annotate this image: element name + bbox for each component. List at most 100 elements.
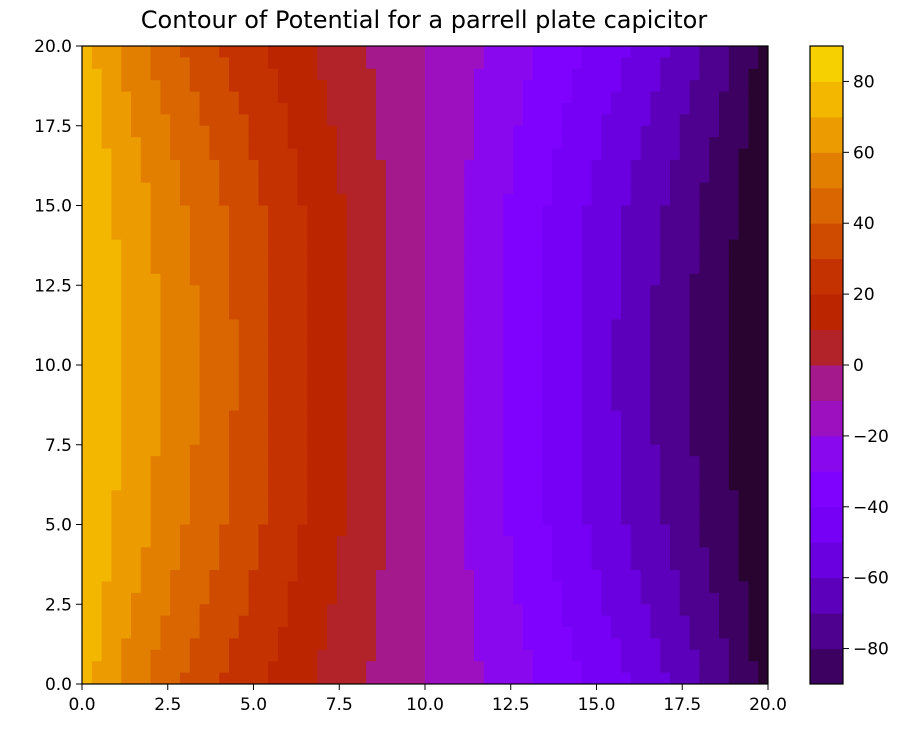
contour-cell	[660, 501, 700, 514]
contour-cell	[160, 399, 201, 412]
contour-cell	[748, 102, 768, 115]
contour-cell	[728, 661, 759, 674]
contour-cell	[483, 672, 534, 684]
contour-cell	[660, 649, 700, 662]
contour-cell	[621, 501, 661, 514]
contour-cell	[738, 194, 768, 207]
contour-cell	[346, 387, 387, 400]
contour-cell	[376, 604, 426, 617]
contour-cell	[464, 490, 504, 503]
contour-cell	[728, 421, 768, 434]
contour-cell	[709, 171, 740, 184]
contour-cell	[689, 330, 730, 343]
contour-cell	[650, 604, 681, 617]
contour-cell	[199, 296, 230, 309]
contour-cell	[425, 308, 465, 321]
contour-cell	[160, 285, 201, 298]
contour-cell	[738, 148, 768, 161]
contour-cell	[572, 649, 622, 662]
contour-cell	[689, 365, 730, 377]
contour-cell	[660, 228, 700, 241]
contour-cell	[464, 205, 504, 218]
contour-cell	[738, 159, 768, 172]
contour-cell	[121, 273, 161, 286]
contour-cell	[699, 456, 730, 469]
contour-cell	[101, 627, 132, 640]
contour-cell	[307, 319, 348, 332]
contour-cell	[738, 535, 768, 548]
contour-cell	[248, 570, 299, 583]
contour-cell	[346, 365, 387, 377]
contour-cell	[268, 239, 308, 252]
contour-cell	[101, 125, 132, 138]
contour-cell	[268, 319, 308, 332]
contour-cell	[385, 319, 426, 332]
x-tick-label: 7.5	[326, 695, 353, 715]
contour-cell	[611, 353, 651, 366]
contour-cell	[346, 399, 387, 412]
contour-cell	[523, 615, 563, 628]
contour-cell	[82, 342, 122, 355]
contour-cell	[82, 399, 122, 412]
contour-cell	[728, 80, 749, 93]
contour-cell	[464, 456, 504, 469]
contour-cell	[238, 365, 269, 377]
contour-cell	[679, 570, 710, 583]
contour-cell	[229, 421, 269, 434]
contour-cell	[474, 80, 524, 93]
contour-cell	[513, 171, 553, 184]
contour-cell	[748, 615, 768, 628]
contour-cell	[268, 467, 308, 480]
contour-cell	[180, 171, 220, 184]
contour-cell	[229, 410, 269, 423]
contour-cell	[170, 592, 210, 605]
contour-cell	[307, 285, 348, 298]
colorbar-swatch	[810, 542, 843, 579]
contour-cell	[82, 319, 122, 332]
contour-cell	[140, 558, 181, 571]
contour-cell	[670, 547, 710, 560]
contour-cell	[679, 114, 720, 127]
contour-cell	[101, 114, 132, 127]
contour-cell	[601, 137, 642, 150]
contour-cell	[581, 308, 622, 321]
contour-cell	[229, 433, 269, 446]
x-tick-label: 15.0	[578, 695, 616, 715]
colorbar-swatch	[810, 81, 843, 118]
contour-cell	[689, 444, 730, 457]
contour-cell	[630, 194, 671, 207]
contour-cell	[572, 68, 622, 81]
contour-cell	[719, 604, 749, 617]
contour-cell	[248, 137, 289, 150]
contour-cell	[82, 171, 112, 184]
contour-cell	[268, 478, 308, 491]
contour-cell	[278, 638, 328, 651]
contour-cell	[699, 513, 740, 526]
contour-cell	[385, 547, 426, 560]
contour-cell	[719, 125, 749, 138]
contour-cell	[150, 535, 181, 548]
contour-cell	[248, 148, 299, 161]
contour-cell	[297, 194, 348, 207]
contour-cell	[581, 319, 612, 332]
contour-cell	[621, 57, 661, 70]
contour-cell	[464, 216, 504, 229]
contour-cell	[709, 148, 740, 161]
contour-cell	[150, 672, 181, 684]
contour-cell	[689, 296, 730, 309]
contour-cell	[82, 376, 122, 389]
contour-cell	[709, 547, 740, 560]
contour-cell	[562, 102, 612, 115]
contour-cell	[728, 342, 768, 355]
contour-cell	[229, 205, 269, 218]
contour-cell	[385, 501, 426, 514]
contour-cell	[650, 421, 691, 434]
contour-cell	[121, 456, 152, 469]
contour-cell	[611, 91, 651, 104]
contour-cell	[728, 46, 759, 58]
contour-cell	[180, 524, 220, 537]
contour-cell	[581, 444, 622, 457]
contour-cell	[346, 285, 387, 298]
contour-cell	[346, 513, 387, 526]
contour-cell	[297, 159, 338, 172]
